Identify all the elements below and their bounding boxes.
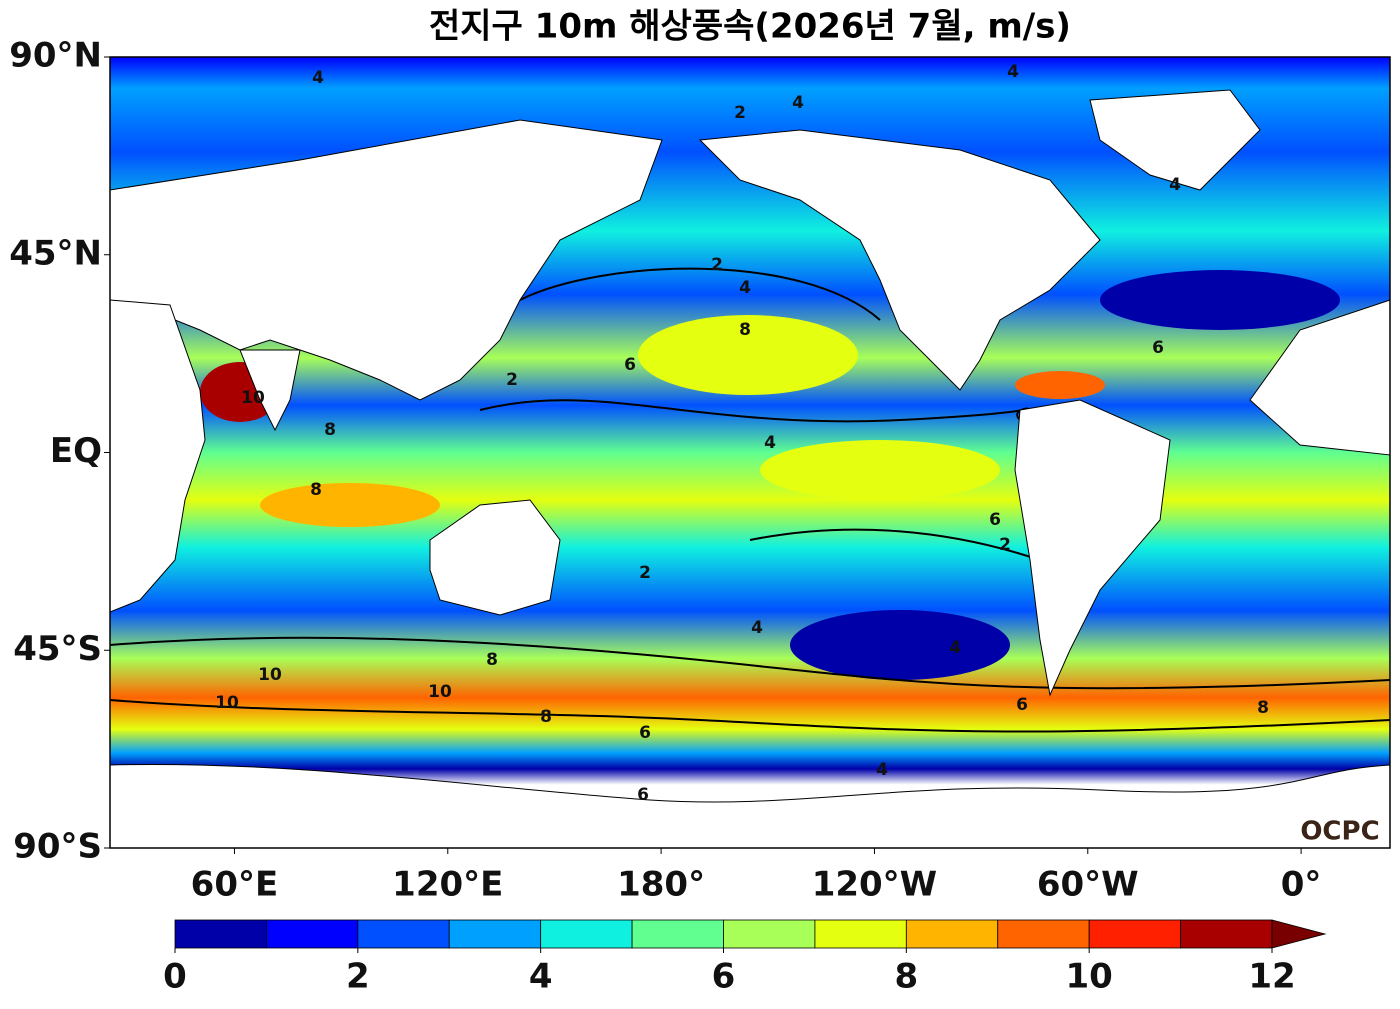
colorbar-segment (814, 919, 907, 949)
contour-label: 2 (639, 563, 651, 583)
continent-antarctica (109, 763, 1391, 849)
x-tick-label: 0° (1281, 865, 1322, 905)
contour-label: 8 (310, 480, 322, 500)
colorbar-tick-label: 12 (1248, 957, 1295, 997)
continent-africa (109, 299, 206, 613)
colorbar-tick-label: 6 (712, 957, 736, 997)
field-patch (790, 610, 1010, 680)
x-tick-label: 120°E (392, 865, 503, 905)
contour-label: 8 (486, 650, 498, 670)
y-tick-label: 45°S (13, 629, 102, 669)
colorbar-segment (723, 919, 816, 949)
contour-line (109, 699, 1391, 733)
colorbar-segment (266, 919, 359, 949)
colorbar-tick-label: 4 (529, 957, 553, 997)
colorbar-tick-label: 0 (163, 957, 187, 997)
x-tick-label: 60°W (1037, 865, 1139, 905)
contour-label: 10 (258, 665, 282, 685)
contour-label: 6 (637, 785, 649, 805)
contour-label: 4 (1007, 62, 1019, 82)
colorbar-extension (1271, 919, 1327, 949)
contour-label: 6 (989, 510, 1001, 530)
contour-line (519, 267, 881, 321)
field-patch (1015, 371, 1105, 399)
map-area (109, 56, 1391, 849)
contour-label: 8 (540, 707, 552, 727)
contour-label: 4 (949, 638, 961, 658)
colorbar-segment (997, 919, 1090, 949)
continent-greenland (1089, 89, 1261, 191)
x-tick-label: 60°E (191, 865, 279, 905)
colorbar-segment (1180, 919, 1273, 949)
contour-label: 6 (624, 355, 636, 375)
y-tick-label: 90°S (13, 827, 102, 867)
contour-label: 4 (1169, 175, 1181, 195)
map-title: 전지구 10m 해상풍속(2026년 7월, m/s) (429, 7, 1071, 47)
y-tick-label: 90°N (9, 36, 102, 76)
colorbar-tick-label: 8 (894, 957, 918, 997)
contour-label: 4 (876, 760, 888, 780)
continent-eurasia (109, 119, 663, 401)
contour-label: 4 (764, 433, 776, 453)
continent-south-america (1014, 399, 1171, 697)
contour-label: 10 (241, 388, 265, 408)
y-tick-label: EQ (50, 431, 102, 471)
continent-india (239, 349, 301, 432)
contour-label: 4 (792, 93, 804, 113)
colorbar-segment (1088, 919, 1181, 949)
x-tick-label: 180° (617, 865, 705, 905)
colorbar-segment (905, 919, 999, 949)
continent-north-america (698, 129, 1101, 391)
contour-line (749, 528, 1041, 561)
contour-label: 8 (324, 420, 336, 440)
logo: OCPC (1300, 817, 1379, 847)
contour-label: 8 (1257, 698, 1269, 718)
contour-label: 2 (999, 535, 1011, 555)
contour-label: 4 (312, 68, 324, 88)
contour-label: 8 (739, 320, 751, 340)
contour-label: 4 (751, 618, 763, 638)
contour-label: 10 (428, 682, 452, 702)
field-patch (1100, 270, 1340, 330)
colorbar-segment (631, 919, 724, 949)
colorbar-segment (540, 919, 633, 949)
contour-label: 4 (739, 278, 751, 298)
continent-australia (429, 499, 561, 616)
contour-label: 2 (711, 255, 723, 275)
contour-label: 6 (1152, 338, 1164, 358)
x-tick-label: 120°W (812, 865, 937, 905)
colorbar-tick-label: 2 (346, 957, 370, 997)
field-patch (638, 315, 858, 395)
contour-label: 6 (639, 723, 651, 743)
field-patch (260, 483, 440, 527)
contour-label: 6 (1016, 695, 1028, 715)
colorbar-segment (357, 919, 450, 949)
contour-line (109, 636, 1391, 690)
colorbar-segment (174, 919, 267, 949)
colorbar-tick-label: 10 (1066, 957, 1113, 997)
contour-label: 2 (506, 370, 518, 390)
y-tick-label: 45°N (9, 233, 102, 273)
contour-label: 10 (215, 693, 239, 713)
colorbar-segment (448, 919, 542, 949)
contour-label: 2 (734, 103, 746, 123)
field-patch (760, 440, 1000, 500)
